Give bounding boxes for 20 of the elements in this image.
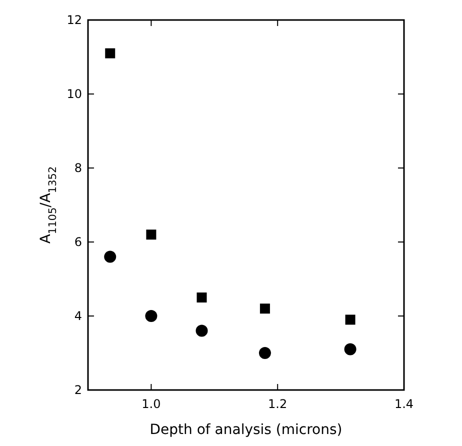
point <box>345 314 356 325</box>
x-tick-label: 1.2 <box>268 397 288 411</box>
point <box>146 230 156 240</box>
point <box>196 324 208 337</box>
x-axis-title: Depth of analysis (microns) <box>150 422 342 438</box>
y-tick-label: 12 <box>66 13 82 28</box>
y-tick-label: 8 <box>74 161 82 176</box>
point <box>344 343 356 356</box>
x-tick-label: 1.4 <box>394 397 414 411</box>
point <box>258 347 271 359</box>
point <box>104 250 116 263</box>
y-tick-label: 4 <box>74 309 82 324</box>
y-tick-label: 2 <box>74 383 82 398</box>
x-tick-label: 1.0 <box>142 397 161 411</box>
point <box>260 304 270 314</box>
point <box>105 48 116 58</box>
point <box>196 292 207 302</box>
point <box>145 310 158 322</box>
y-tick-label: 10 <box>66 87 82 102</box>
y-tick-label: 6 <box>74 235 82 250</box>
